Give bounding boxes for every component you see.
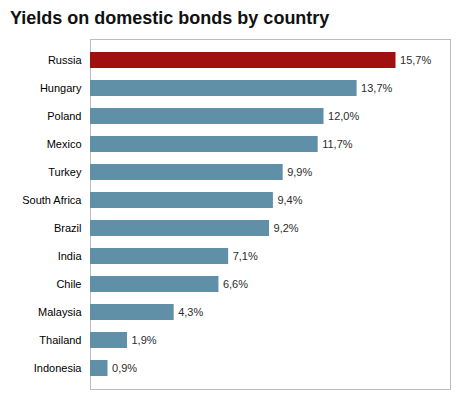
svg-text:Thailand: Thailand	[39, 334, 81, 346]
html-text:Yields on domestic bonds by co: Yields on domestic bonds by country	[10, 8, 330, 28]
svg-text:Turkey: Turkey	[48, 166, 82, 178]
svg-text:4,3%: 4,3%	[178, 306, 203, 318]
svg-text:7,1%: 7,1%	[233, 250, 258, 262]
svg-text:Chile: Chile	[56, 278, 81, 290]
svg-text:12,0%: 12,0%	[328, 110, 359, 122]
svg-text:11,7%: 11,7%	[322, 138, 353, 150]
svg-text:Hungary: Hungary	[40, 82, 82, 94]
svg-text:15,7%: 15,7%	[400, 54, 431, 66]
svg-text:Malaysia: Malaysia	[38, 306, 82, 318]
svg-text:9,4%: 9,4%	[277, 194, 302, 206]
svg-text:India: India	[58, 250, 83, 262]
svg-text:South Africa: South Africa	[22, 194, 82, 206]
svg-text:1,9%: 1,9%	[131, 334, 156, 346]
svg-text:Mexico: Mexico	[47, 138, 82, 150]
svg-text:Indonesia: Indonesia	[34, 362, 83, 374]
svg-text:Russia: Russia	[48, 54, 83, 66]
svg-text:6,6%: 6,6%	[223, 278, 248, 290]
svg-text:0,9%: 0,9%	[112, 362, 137, 374]
svg-text:Poland: Poland	[47, 110, 81, 122]
svg-text:9,2%: 9,2%	[274, 222, 299, 234]
svg-text:9,9%: 9,9%	[287, 166, 312, 178]
svg-text:13,7%: 13,7%	[361, 82, 392, 94]
svg-text:Brazil: Brazil	[54, 222, 82, 234]
